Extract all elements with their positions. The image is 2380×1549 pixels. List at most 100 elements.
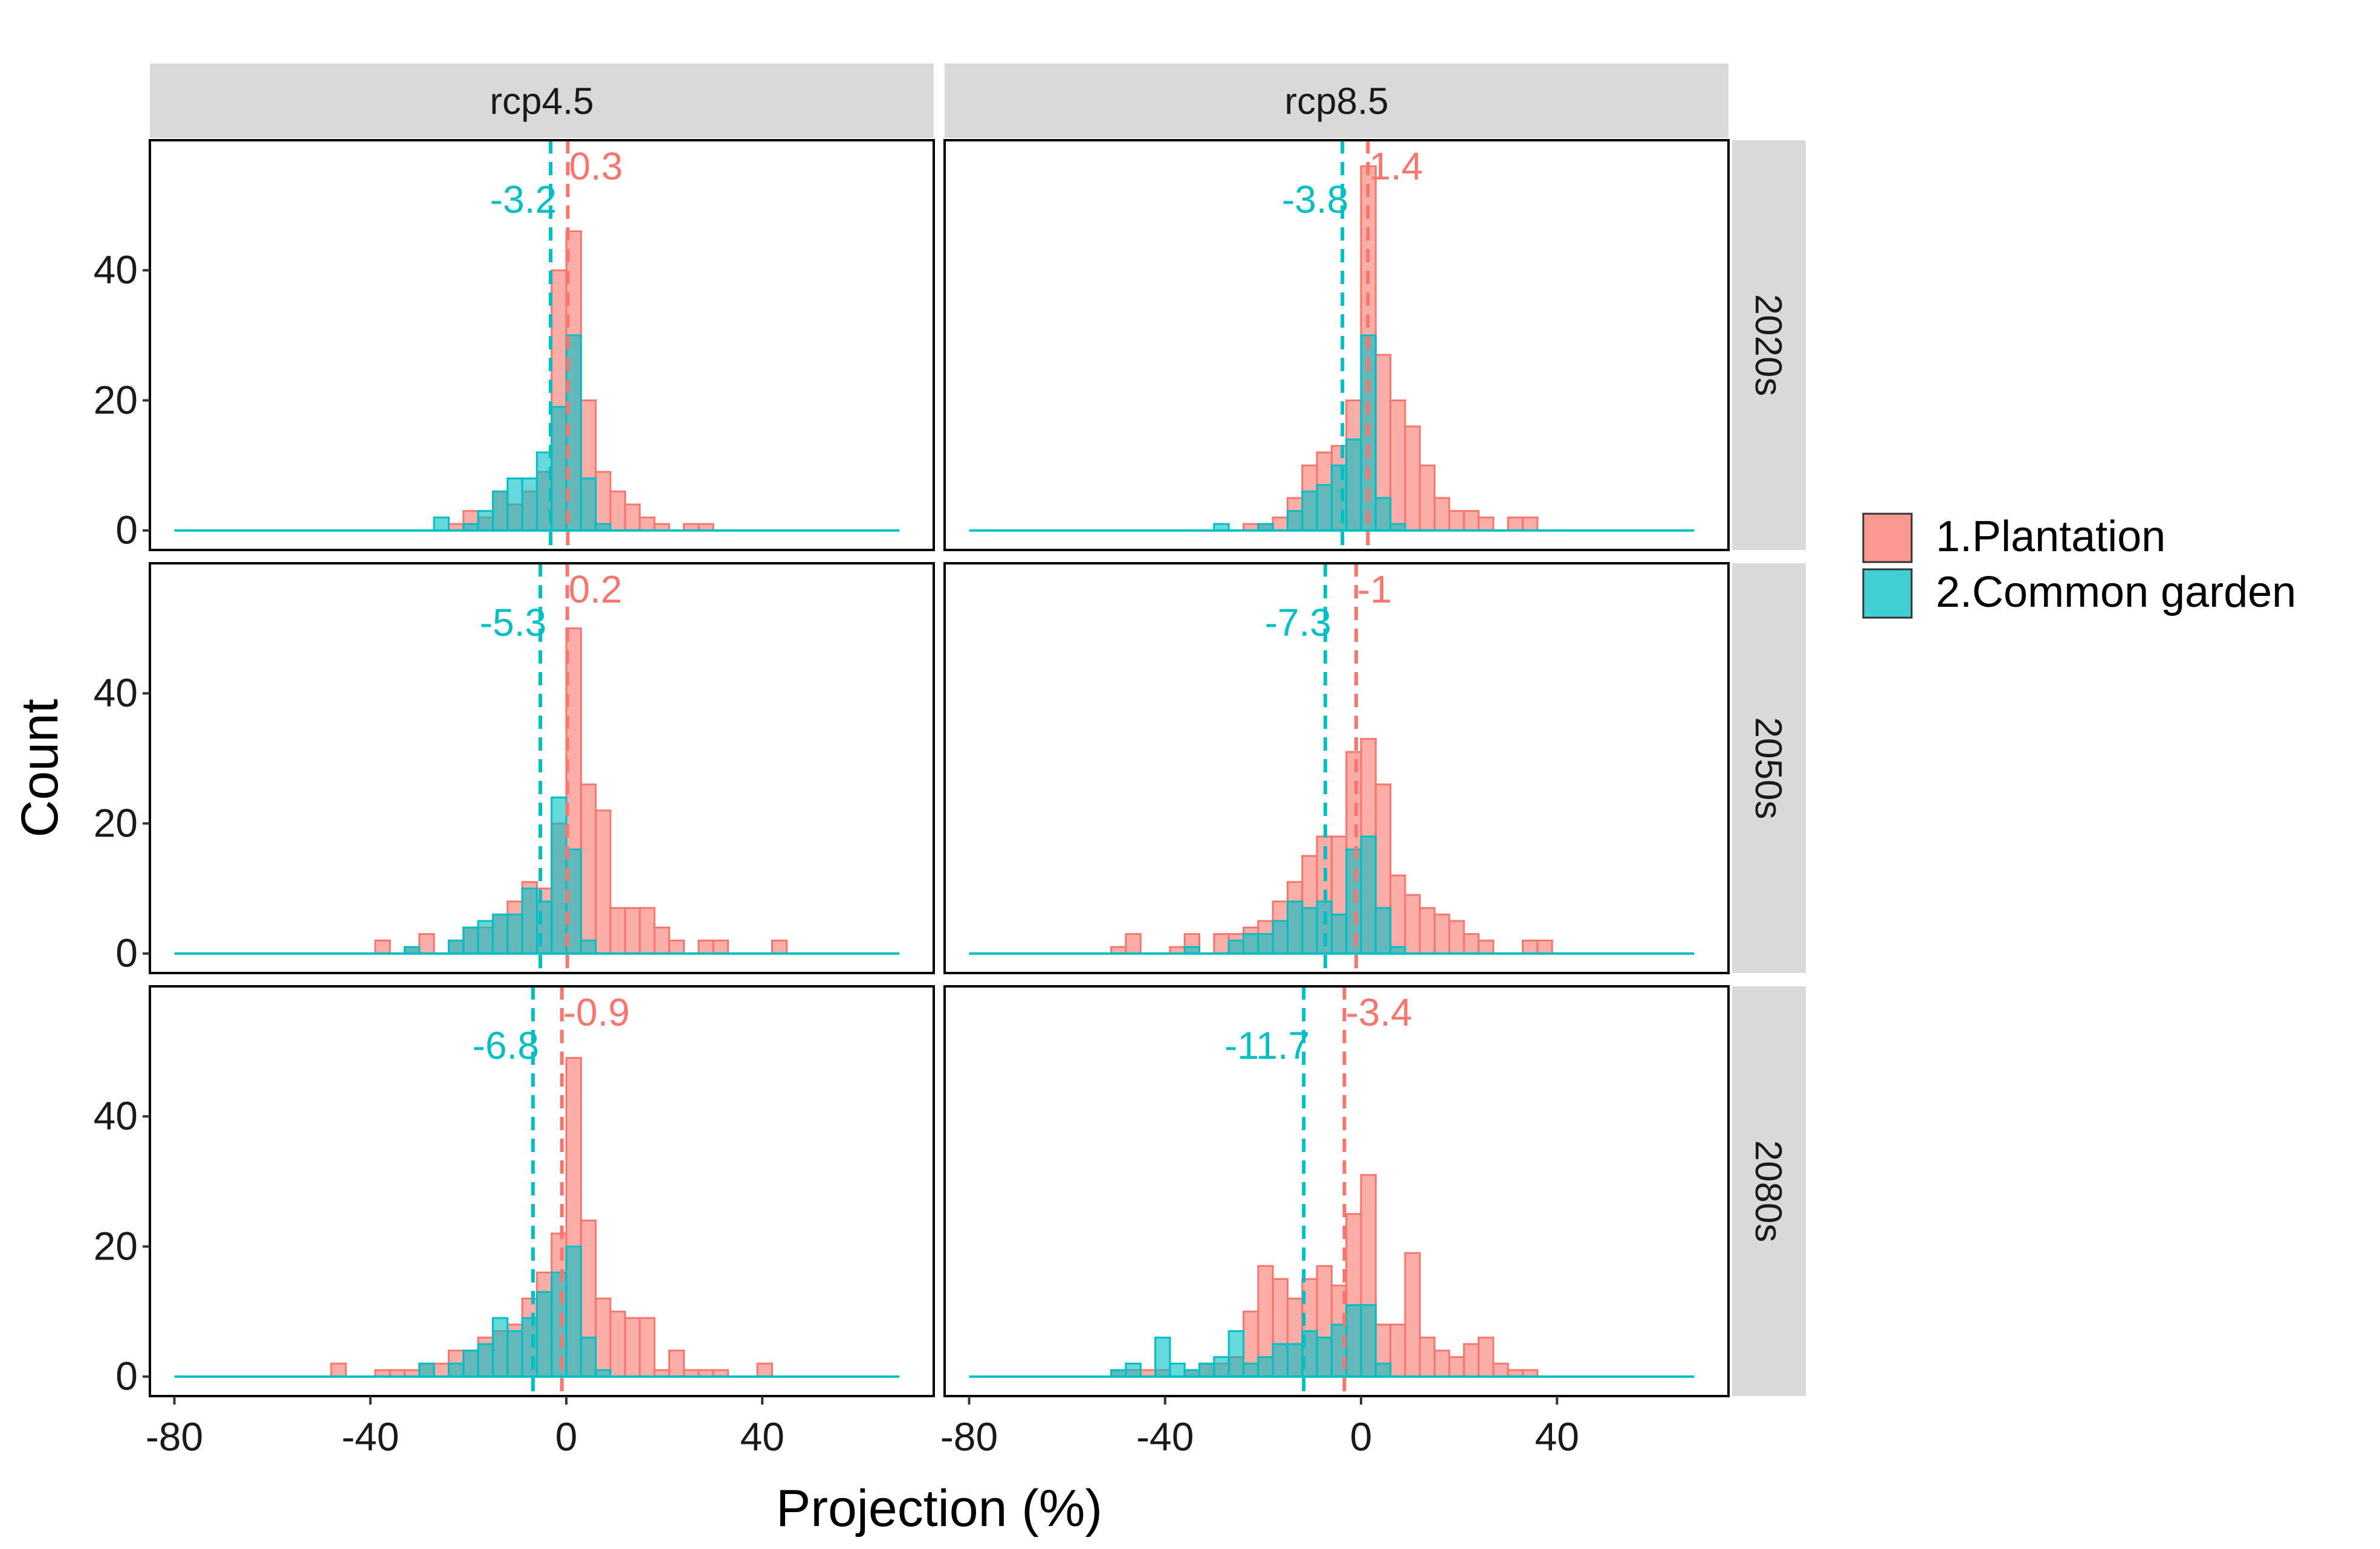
plantation-bar [668, 939, 685, 955]
plantation-bar [624, 503, 641, 532]
plantation-bar [330, 1362, 347, 1378]
common-garden-bar [447, 939, 465, 955]
panel-border-rcp4.5-2080s [149, 985, 935, 1397]
plantation-bar [1434, 913, 1450, 955]
plantation-mean-label: 0.3 [569, 144, 622, 188]
common-garden-bar [491, 490, 509, 532]
common-garden-bar [1242, 933, 1260, 955]
common-garden-bar [521, 887, 538, 955]
panel-border-rcp4.5-2050s [149, 562, 935, 974]
facet-strip-label-rcp8.5: rcp8.5 [1284, 81, 1388, 123]
common-garden-bar [433, 516, 450, 532]
common-garden-bar [1374, 1362, 1392, 1378]
plantation-bar [624, 1317, 641, 1378]
common-garden-bar [506, 1330, 523, 1378]
x-tick-label: -80 [146, 1414, 203, 1459]
x-tick-label: -40 [1136, 1414, 1194, 1459]
common-garden-bar [1286, 509, 1304, 532]
common-garden-bar [1345, 849, 1362, 955]
common-garden-bar [447, 1362, 465, 1378]
common-garden-bar [462, 1350, 479, 1378]
common-garden-bar [1242, 1362, 1260, 1378]
plantation-bar [697, 939, 714, 955]
common-garden-bar [1257, 1356, 1274, 1378]
common-garden-bar [477, 509, 494, 532]
plantation-bar [374, 939, 391, 955]
common-garden-bar [1169, 1362, 1186, 1378]
plantation-bar [1478, 516, 1495, 532]
common-garden-bar [551, 1272, 568, 1378]
panel-border-rcp8.5-2020s [943, 139, 1730, 551]
facet-strip-label-2080s: 2080s [1747, 1140, 1789, 1243]
common-garden-bar [477, 1343, 494, 1378]
plantation-mean-label: 1.4 [1369, 144, 1423, 188]
plantation-bar [639, 516, 656, 532]
facet-strip-2020s [1732, 140, 1806, 550]
plantation-bar [1418, 464, 1436, 532]
plantation-bar [433, 1362, 450, 1378]
plantation-bar [1125, 933, 1142, 955]
facet-strip-label-2050s: 2050s [1747, 717, 1789, 820]
common-garden-bar [491, 913, 509, 955]
y-axis-title: Count [11, 699, 69, 838]
plantation-bar [668, 1350, 685, 1378]
common-garden-bar [462, 926, 479, 955]
common-garden-bar [1272, 1343, 1289, 1378]
common-garden-bar [1301, 490, 1318, 532]
plantation-bar [1492, 1362, 1509, 1378]
plantation-bar [771, 939, 788, 955]
common-garden-bar [565, 1245, 582, 1378]
x-tick-label: 40 [740, 1414, 784, 1459]
y-tick-label: 20 [94, 377, 138, 422]
plantation-mean-label: -3.4 [1345, 991, 1412, 1034]
common-garden-mean-label: -3.2 [490, 178, 557, 221]
plantation-bar [1463, 933, 1480, 955]
plantation-bar [1404, 1252, 1421, 1378]
plantation-bar [418, 933, 435, 955]
common-garden-bar [1227, 939, 1244, 955]
common-garden-bar [1198, 1362, 1215, 1378]
plantation-bar [756, 1362, 773, 1378]
common-garden-bar [1374, 907, 1392, 955]
plantation-bar [1463, 1343, 1480, 1378]
y-tick-label: 0 [115, 508, 138, 552]
common-garden-bar [580, 1336, 597, 1378]
plantation-bar [1434, 497, 1450, 532]
plantation-mean-label: -0.9 [563, 991, 630, 1034]
facet-strip-label-2020s: 2020s [1747, 294, 1789, 396]
x-tick-label: -80 [940, 1414, 998, 1459]
x-tick-label: 0 [1350, 1414, 1373, 1459]
plantation-bar [1389, 1324, 1406, 1378]
facet-strip-2080s [1732, 986, 1806, 1396]
plantation-bar [1478, 1336, 1495, 1378]
panel-border-rcp8.5-2080s [943, 985, 1730, 1397]
plantation-bar [1448, 509, 1465, 532]
plantation-mean-label: -1 [1357, 568, 1392, 611]
plantation-bar [1404, 425, 1421, 532]
common-garden-bar [1227, 1330, 1244, 1378]
y-tick-label: 40 [94, 1093, 138, 1138]
common-garden-bar [580, 477, 597, 532]
panel-border-rcp8.5-2050s [943, 562, 1730, 974]
common-garden-bar [1125, 1362, 1142, 1378]
common-garden-mean-label: -6.8 [473, 1024, 539, 1067]
x-tick-label: 0 [555, 1414, 578, 1459]
plantation-bar [1418, 1336, 1436, 1378]
plantation-bar [1389, 875, 1406, 955]
plantation-bar [1536, 939, 1553, 955]
plantation-bar [1389, 399, 1406, 532]
legend-label-2: 2.Common garden [1936, 568, 2296, 616]
common-garden-bar [506, 913, 523, 955]
common-garden-bar [1330, 913, 1348, 955]
plantation-bar [595, 471, 612, 532]
plantation-bar [1213, 933, 1230, 955]
plantation-bar [1272, 516, 1289, 532]
common-garden-mean-label: -5.3 [480, 601, 546, 644]
common-garden-bar [535, 1291, 553, 1378]
y-tick-label: 0 [115, 1354, 138, 1399]
plantation-bar [609, 1310, 626, 1378]
plantation-bar [639, 907, 656, 955]
y-tick-label: 40 [94, 670, 138, 715]
common-garden-bar [1316, 1336, 1333, 1378]
